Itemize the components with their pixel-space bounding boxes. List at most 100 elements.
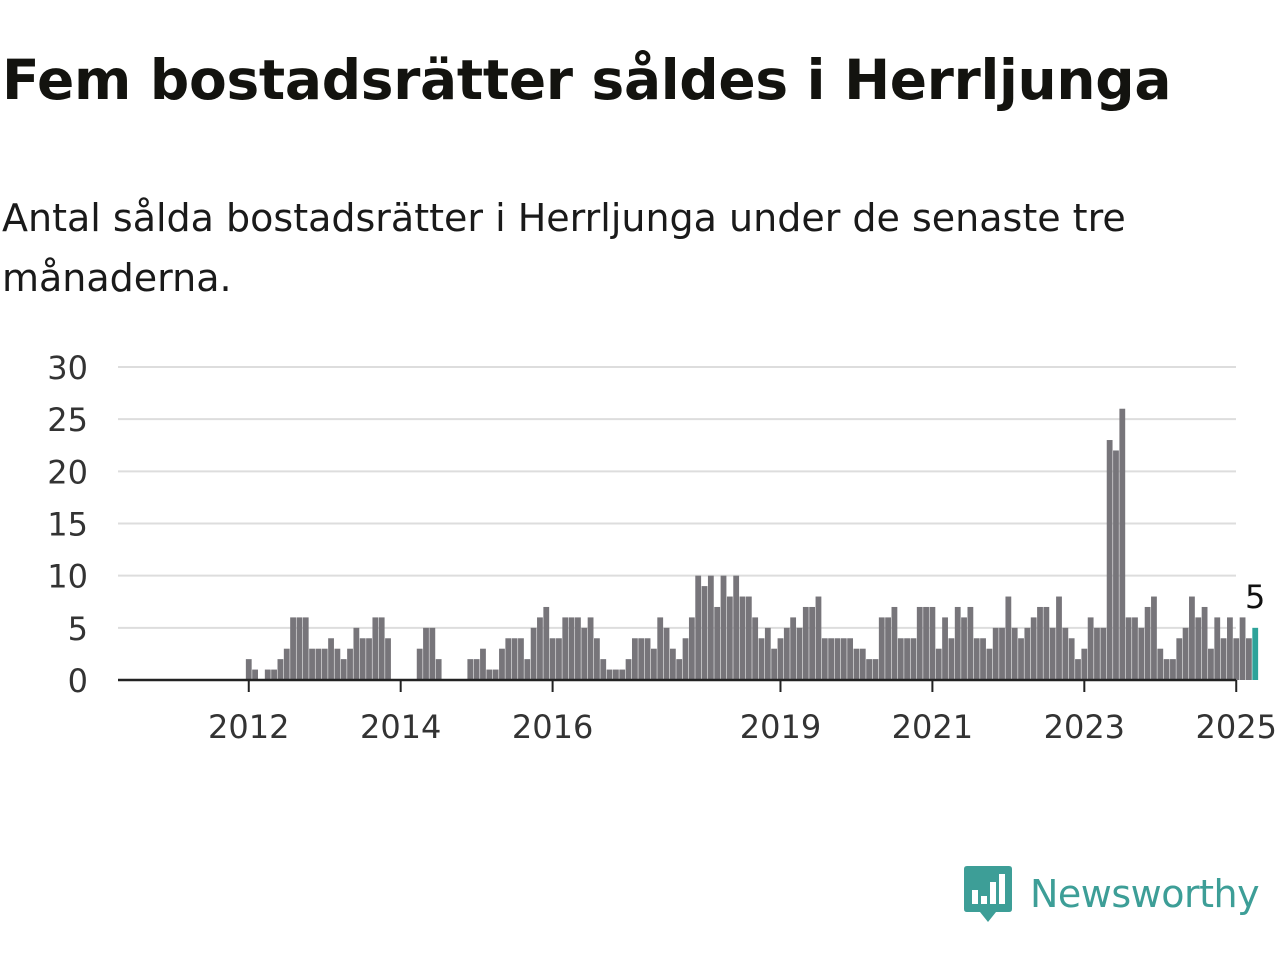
bar	[695, 575, 702, 680]
y-tick-label: 10	[47, 558, 88, 596]
bar	[720, 575, 727, 680]
bar	[1100, 627, 1107, 680]
bar	[688, 617, 695, 680]
bar	[625, 659, 632, 680]
bar	[796, 627, 803, 680]
bar	[1024, 627, 1031, 680]
bar	[537, 617, 543, 680]
bar	[752, 617, 759, 680]
bar	[252, 669, 258, 680]
bar	[473, 659, 480, 680]
bar	[1119, 408, 1126, 680]
bar	[1170, 659, 1176, 680]
y-tick-label: 15	[47, 506, 88, 544]
bar	[1037, 606, 1043, 680]
x-tick-label: 2021	[892, 708, 973, 746]
bar	[790, 617, 797, 680]
bar	[467, 659, 474, 680]
bar	[916, 606, 923, 680]
x-tick-label: 2023	[1044, 708, 1125, 746]
bar	[302, 617, 309, 680]
bar	[556, 638, 562, 680]
bar	[385, 638, 391, 680]
bar	[581, 627, 588, 680]
bar	[714, 606, 721, 680]
bar	[872, 659, 879, 680]
bar	[809, 606, 816, 680]
bar	[328, 638, 334, 680]
bar	[594, 638, 600, 680]
annotations: 5	[1242, 575, 1268, 619]
bar	[486, 669, 493, 680]
bar	[897, 638, 904, 680]
bar	[1062, 627, 1069, 680]
brand-name: Newsworthy	[1030, 872, 1260, 916]
chart-subtitle: Antal sålda bostadsrätter i Herrljunga u…	[2, 196, 1126, 300]
bar	[834, 638, 841, 680]
bar	[290, 617, 296, 680]
bar	[1151, 596, 1157, 680]
bar	[366, 638, 372, 680]
bar	[999, 627, 1005, 680]
bar	[802, 606, 809, 680]
bar	[859, 648, 866, 680]
bar	[1176, 638, 1183, 680]
bar	[739, 596, 746, 680]
bar	[1239, 617, 1246, 680]
bar	[511, 638, 518, 680]
bar	[866, 659, 872, 680]
bar	[600, 659, 607, 680]
bar	[992, 627, 999, 680]
y-tick-label: 20	[47, 453, 88, 491]
bar	[840, 638, 847, 680]
bar	[1087, 617, 1094, 680]
bar	[1144, 606, 1151, 680]
brand-logo: Newsworthy	[962, 864, 1260, 924]
bar	[701, 586, 708, 680]
bar	[707, 575, 714, 680]
bar	[650, 648, 657, 680]
bar	[1043, 606, 1050, 680]
bar	[923, 606, 929, 680]
bar	[1208, 648, 1214, 680]
bar	[644, 638, 651, 680]
bar	[980, 638, 986, 680]
bar	[631, 638, 638, 680]
x-tick-label: 2012	[208, 708, 289, 746]
newsworthy-logo-icon	[964, 866, 1012, 922]
bar	[1018, 638, 1024, 680]
bar	[676, 659, 683, 680]
bar	[1081, 648, 1088, 680]
x-axis-tick-labels: 2012 2014 2016 2019 2021 2023 2025	[208, 708, 1277, 746]
highlight-value-label: 5	[1245, 578, 1265, 616]
bar	[904, 638, 910, 680]
bar	[283, 648, 290, 680]
bar	[1011, 627, 1018, 680]
bar	[1189, 596, 1195, 680]
bar	[549, 638, 556, 680]
bar	[277, 659, 284, 680]
bar	[682, 638, 689, 680]
bar	[758, 638, 765, 680]
bar	[530, 627, 537, 680]
bar	[518, 638, 524, 680]
bar	[745, 596, 752, 680]
bar	[828, 638, 835, 680]
bar	[961, 617, 967, 680]
bar	[657, 617, 664, 680]
bar	[613, 669, 619, 680]
bar	[1163, 659, 1170, 680]
bar	[935, 648, 942, 680]
x-tick-label: 2019	[740, 708, 821, 746]
bar	[942, 617, 948, 680]
bar	[359, 638, 366, 680]
bar	[878, 617, 885, 680]
bar	[347, 648, 353, 680]
bar	[929, 606, 936, 680]
bar	[853, 648, 860, 680]
bar	[1227, 617, 1233, 680]
bar	[1075, 659, 1081, 680]
bar	[334, 648, 341, 680]
gridlines	[118, 366, 1236, 629]
bar	[733, 575, 740, 680]
